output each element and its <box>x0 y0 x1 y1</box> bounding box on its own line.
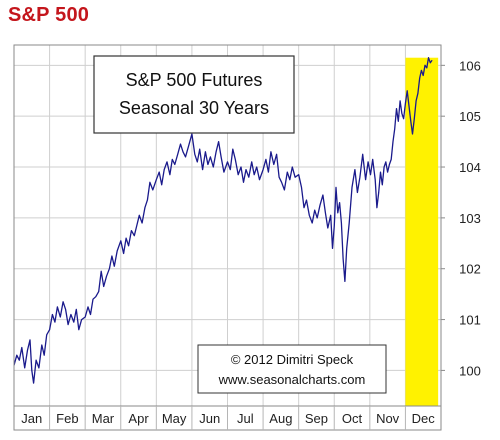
x-axis-ticks: Jan Feb Mar Apr May Jun Jul Aug Sep Oct Nov Dec <box>21 406 435 430</box>
title-box: S&P 500 Futures Seasonal 30 Years <box>93 55 295 134</box>
y-tick-label: 102 <box>459 262 481 277</box>
x-tick-label: Dec <box>412 411 436 426</box>
chart-title-line-1: S&P 500 Futures <box>126 70 263 90</box>
x-tick-label: May <box>162 411 187 426</box>
series-layer <box>13 57 433 384</box>
credit-box-frame <box>197 344 387 394</box>
y-tick-label: 100 <box>459 363 481 378</box>
x-tick-label: Feb <box>56 411 78 426</box>
credit-line-2: www.seasonalcharts.com <box>218 372 366 387</box>
y-tick-label: 101 <box>459 313 481 328</box>
y-tick-label: 104 <box>459 160 481 175</box>
x-tick-label: Apr <box>128 411 149 426</box>
x-tick-label: Oct <box>342 411 363 426</box>
y-axis-ticks: 100 101 102 103 104 105 106 <box>441 58 481 378</box>
x-tick-label: Jan <box>21 411 42 426</box>
credit-line-1: © 2012 Dimitri Speck <box>231 352 354 367</box>
chart-title-line-2: Seasonal 30 Years <box>119 98 269 118</box>
x-tick-label: Nov <box>376 411 400 426</box>
credit-box: © 2012 Dimitri Speck www.seasonalcharts.… <box>197 344 387 394</box>
y-tick-label: 105 <box>459 109 481 124</box>
x-tick-label: Jun <box>199 411 220 426</box>
y-tick-label: 103 <box>459 211 481 226</box>
x-tick-label: Mar <box>92 411 115 426</box>
x-tick-label: Jul <box>237 411 254 426</box>
y-tick-label: 106 <box>459 58 481 73</box>
x-tick-label: Aug <box>269 411 292 426</box>
page-heading: S&P 500 <box>8 4 90 26</box>
x-tick-label: Sep <box>305 411 328 426</box>
series-line <box>13 57 433 384</box>
title-box-frame <box>93 55 295 134</box>
december-highlight <box>405 57 439 406</box>
